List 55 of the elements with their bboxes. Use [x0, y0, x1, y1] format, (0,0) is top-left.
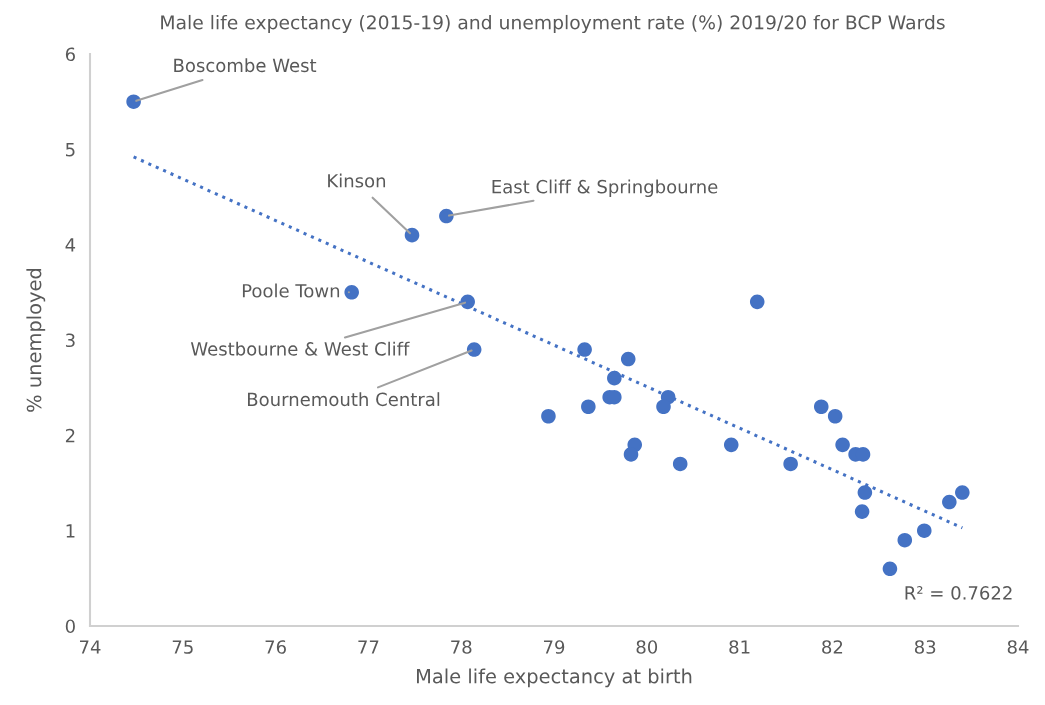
- y-tick-label: 3: [66, 333, 75, 348]
- annotation: East Cliff & Springbourne: [492, 179, 718, 198]
- point: [581, 399, 596, 415]
- point: [783, 456, 798, 472]
- y-tick-label: 4: [65, 238, 76, 252]
- point: [749, 294, 765, 310]
- point: [955, 485, 970, 500]
- x-tick-label: 75: [172, 640, 193, 654]
- x-tick-label: 77: [358, 640, 379, 654]
- point: [577, 342, 592, 357]
- x-tick-label: 80: [636, 640, 658, 654]
- point: [942, 494, 957, 510]
- x-tick-label: 84: [1007, 640, 1029, 654]
- x-tick-label: 78: [451, 640, 472, 654]
- chart-title: Male life expectancy (2015-19) and unemployment rate (%) 2019/20 for BCP Wards: [161, 14, 945, 34]
- y-tick-label: 5: [66, 143, 75, 157]
- y-axis-title: % unemployed: [26, 268, 46, 412]
- annotation: Westbourne & West Cliff: [190, 341, 410, 356]
- x-tick-label: 81: [729, 640, 750, 654]
- point: [466, 342, 482, 357]
- annotation: R² = 0.7622: [905, 586, 1012, 600]
- point: [404, 227, 420, 243]
- point: [813, 399, 829, 415]
- point: [656, 399, 671, 415]
- point: [916, 523, 932, 538]
- point: [854, 504, 870, 519]
- point: [439, 208, 454, 224]
- annotation: Kinson: [328, 173, 386, 188]
- x-tick-label: 83: [914, 640, 936, 654]
- point: [835, 437, 850, 453]
- x-tick-label: 79: [543, 640, 565, 654]
- point: [620, 351, 636, 367]
- point: [897, 532, 913, 548]
- y-tick-label: 6: [65, 47, 75, 62]
- y-tick-label: 1: [66, 524, 75, 538]
- y-tick-label: 2: [65, 428, 75, 443]
- point: [882, 561, 898, 577]
- annotation: Poole Town: [242, 283, 340, 298]
- point: [623, 447, 639, 462]
- point: [672, 456, 688, 472]
- point: [857, 485, 873, 500]
- x-tick-label: 74: [79, 640, 101, 654]
- y-tick-label: 0: [65, 619, 75, 634]
- point: [607, 370, 622, 386]
- annotation: Boscombe West: [174, 58, 317, 73]
- point: [723, 437, 739, 453]
- point: [126, 94, 141, 109]
- point: [827, 408, 843, 424]
- point: [460, 294, 475, 310]
- annotation: Bournemouth Central: [248, 392, 440, 407]
- point: [541, 408, 556, 424]
- x-tick-label: 76: [265, 640, 286, 654]
- x-axis-title: Male life expectancy at birth: [417, 668, 692, 688]
- point: [344, 285, 359, 300]
- x-tick-label: 82: [822, 640, 843, 654]
